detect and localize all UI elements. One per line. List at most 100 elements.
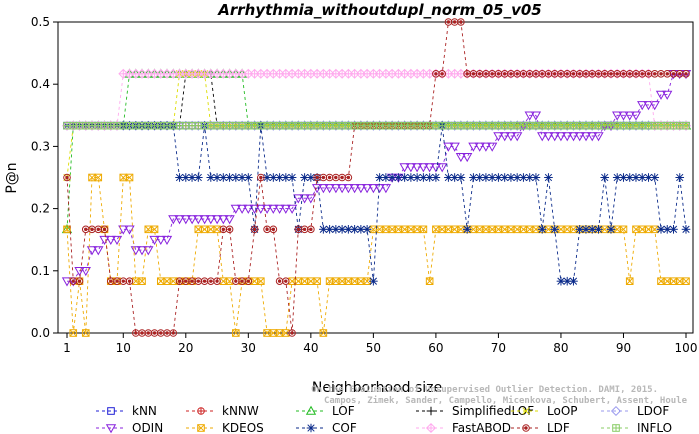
point-INFLO-45 <box>338 121 346 130</box>
point-ODIN-11 <box>124 225 135 235</box>
point-ODIN-20 <box>180 215 191 225</box>
point-ODIN-80 <box>555 132 567 142</box>
series-LOF <box>61 68 692 234</box>
series-SimplifiedLOF <box>62 69 691 130</box>
x-tick-label-3: 30 <box>241 341 256 355</box>
point-COF-83 <box>575 225 585 234</box>
point-COF-37 <box>287 173 297 182</box>
point-ODIN-26 <box>218 215 229 225</box>
point-LDF-37 <box>288 329 296 337</box>
point-ODIN-68 <box>480 142 492 152</box>
point-ODIN-4 <box>80 267 91 277</box>
legend-marker-kNN <box>107 407 115 415</box>
point-ODIN-71 <box>499 132 510 142</box>
point-COF-79 <box>550 225 559 234</box>
point-ODIN-14 <box>143 246 154 256</box>
series-FastABOD <box>61 68 692 131</box>
point-ODIN-94 <box>643 101 654 111</box>
point-ODIN-58 <box>418 163 429 173</box>
x-tick-label-6: 60 <box>428 341 443 355</box>
point-LDF-65 <box>463 70 471 78</box>
series-LDF <box>63 18 690 337</box>
point-LDF-27 <box>225 225 234 234</box>
point-ODIN-1 <box>61 277 73 287</box>
point-ODIN-52 <box>380 184 392 194</box>
point-LDF-44 <box>332 173 340 182</box>
point-COF-95 <box>650 173 660 182</box>
legend-label-LDF: LDF <box>547 421 570 434</box>
legend-item-LDF: LDF <box>511 421 570 434</box>
point-KDEOS-23 <box>200 225 209 234</box>
point-ODIN-97 <box>662 90 673 100</box>
x-tick-label-7: 70 <box>491 341 506 355</box>
point-COF-62 <box>444 173 453 182</box>
point-KDEOS-16 <box>156 277 165 285</box>
legend-label-LoOP: LoOP <box>547 404 578 418</box>
point-ODIN-64 <box>455 153 467 163</box>
point-ODIN-22 <box>193 215 204 225</box>
point-COF-51 <box>375 173 384 182</box>
legend-label-kNN: kNN <box>132 404 157 418</box>
point-KDEOS-37 <box>288 277 296 285</box>
point-KDEOS-14 <box>144 225 153 234</box>
point-ODIN-86 <box>593 132 604 142</box>
point-COF-75 <box>525 173 534 182</box>
point-ODIN-36 <box>280 204 291 214</box>
point-COF-63 <box>450 173 459 182</box>
point-KDEOS-39 <box>300 277 309 285</box>
legend-item-kNN: kNN <box>96 404 157 418</box>
legend-label-INFLO: INFLO <box>637 421 672 434</box>
point-KDEOS-2 <box>69 329 78 337</box>
point-LDF-97 <box>663 70 672 78</box>
point-ODIN-70 <box>493 132 504 142</box>
point-COF-87 <box>600 173 610 182</box>
point-INFLO-51 <box>375 121 384 130</box>
point-ODIN-46 <box>343 184 354 194</box>
point-ODIN-73 <box>512 132 523 142</box>
point-ODIN-84 <box>580 132 592 142</box>
legend-item-KDEOS: KDEOS <box>186 421 264 434</box>
point-COF-20 <box>181 173 191 182</box>
y-axis-label: P@n <box>4 162 20 193</box>
y-tick-label-0: 0.0 <box>31 326 50 340</box>
legend-item-LoOP: LoOP <box>511 404 578 418</box>
point-INFLO-70 <box>494 121 503 130</box>
point-KDEOS-90 <box>619 225 628 234</box>
point-ODIN-91 <box>624 111 635 121</box>
point-ODIN-12 <box>130 246 141 256</box>
point-INFLO-100 <box>682 121 690 130</box>
point-ODIN-5 <box>86 246 98 256</box>
point-ODIN-30 <box>243 204 254 214</box>
point-KDEOS-70 <box>494 225 503 234</box>
legend: kNN kNNW LOF SimplifiedLOF LoOP LDOF ODIN KDEOS… <box>96 404 672 434</box>
point-ODIN-13 <box>136 246 148 256</box>
point-LDF-16 <box>156 329 165 337</box>
point-ODIN-16 <box>155 235 166 246</box>
point-LDF-36 <box>282 277 290 285</box>
point-COF-56 <box>406 173 416 182</box>
y-tick-label-4: 0.4 <box>31 77 50 91</box>
point-ODIN-19 <box>174 215 185 225</box>
point-ODIN-3 <box>74 267 85 277</box>
point-ODIN-61 <box>437 163 448 173</box>
point-ODIN-29 <box>236 204 248 214</box>
point-COF-53 <box>387 173 397 182</box>
series-line-SimplifiedLOF <box>67 73 686 127</box>
point-LDF-7 <box>100 225 109 234</box>
point-COF-86 <box>594 225 603 234</box>
point-ODIN-49 <box>361 184 373 194</box>
chart-title: Arrhythmia_withoutdupl_norm_05_v05 <box>217 1 541 19</box>
legend-label-SimplifiedLOF: SimplifiedLOF <box>452 404 534 418</box>
series-line-COF <box>67 125 687 282</box>
point-ODIN-43 <box>324 184 335 194</box>
point-ODIN-17 <box>161 235 173 246</box>
point-COF-30 <box>244 173 253 182</box>
point-ODIN-15 <box>149 235 160 246</box>
point-ODIN-32 <box>255 204 266 214</box>
point-ODIN-10 <box>118 225 129 235</box>
point-COF-47 <box>350 225 359 234</box>
point-ODIN-55 <box>399 163 410 173</box>
point-LDF-6 <box>94 225 103 234</box>
point-COF-100 <box>681 225 691 234</box>
y-tick-label-5: 0.5 <box>31 15 50 29</box>
